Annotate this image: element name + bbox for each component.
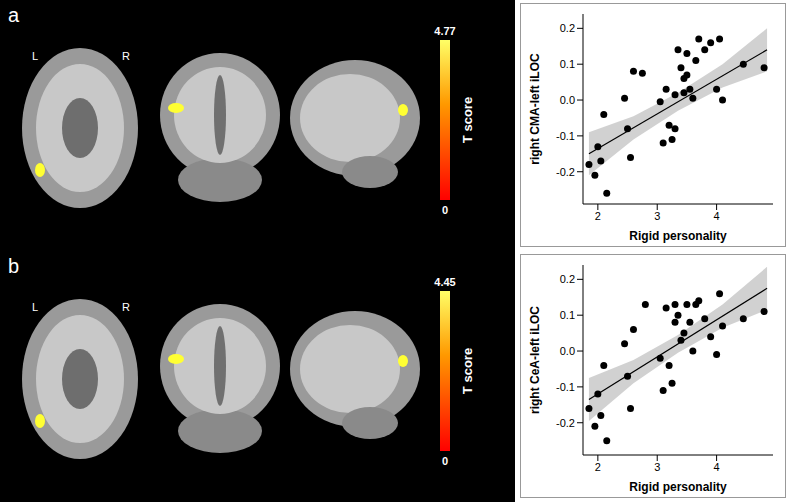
svg-text:4: 4: [714, 210, 720, 222]
svg-text:R: R: [122, 50, 130, 62]
svg-text:Rigid personality: Rigid personality: [629, 480, 727, 494]
svg-text:0: 0: [442, 204, 448, 216]
svg-text:0.2: 0.2: [560, 22, 575, 34]
svg-text:0.0: 0.0: [560, 94, 575, 106]
svg-text:L: L: [32, 50, 38, 62]
svg-text:0.0: 0.0: [560, 345, 575, 357]
svg-text:right CMA-left iLOC: right CMA-left iLOC: [528, 53, 542, 165]
svg-text:0.1: 0.1: [560, 309, 575, 321]
svg-text:4: 4: [714, 461, 720, 473]
svg-text:R: R: [122, 301, 130, 313]
svg-text:0: 0: [442, 455, 448, 467]
svg-text:Rigid personality: Rigid personality: [629, 229, 727, 243]
svg-text:0.1: 0.1: [560, 58, 575, 70]
svg-text:T score: T score: [460, 97, 475, 143]
svg-text:a: a: [8, 4, 20, 26]
svg-text:3: 3: [654, 210, 660, 222]
svg-text:3: 3: [654, 461, 660, 473]
svg-text:4.45: 4.45: [434, 276, 455, 288]
svg-text:2: 2: [595, 210, 601, 222]
svg-text:-0.1: -0.1: [556, 130, 575, 142]
svg-text:L: L: [32, 301, 38, 313]
svg-text:0.2: 0.2: [560, 273, 575, 285]
svg-text:-0.2: -0.2: [556, 417, 575, 429]
svg-text:-0.2: -0.2: [556, 166, 575, 178]
svg-text:right CeA-left iLOC: right CeA-left iLOC: [528, 306, 542, 414]
svg-text:4.77: 4.77: [434, 25, 455, 37]
svg-text:2: 2: [595, 461, 601, 473]
svg-text:-0.1: -0.1: [556, 381, 575, 393]
svg-text:T score: T score: [460, 348, 475, 394]
svg-text:b: b: [8, 255, 19, 277]
